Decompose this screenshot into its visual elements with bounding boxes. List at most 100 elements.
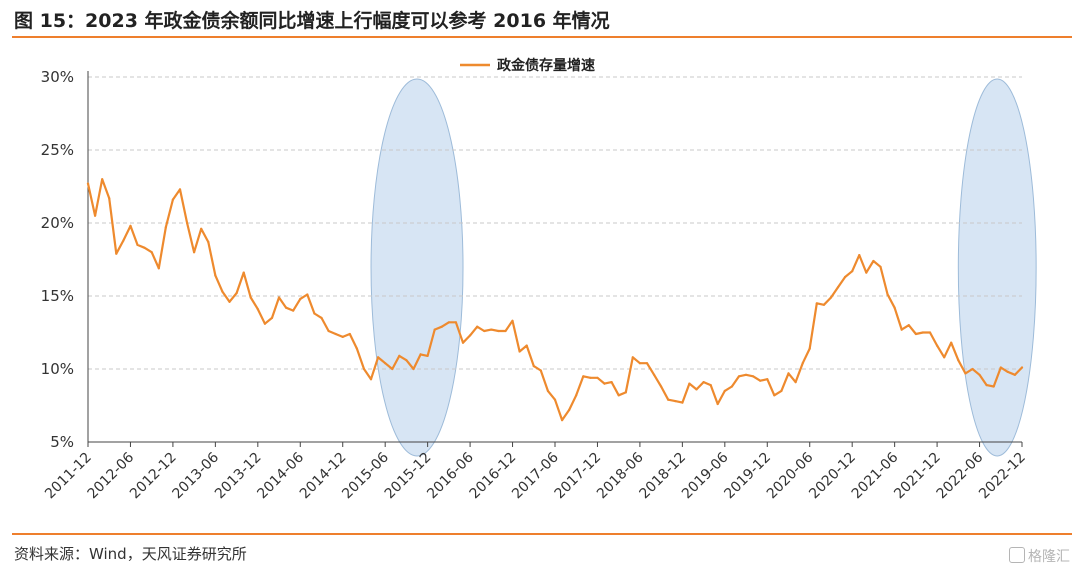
data-point [454, 321, 457, 324]
data-point [136, 243, 139, 246]
data-point [688, 382, 691, 385]
data-point [207, 240, 210, 244]
data-point [645, 362, 649, 365]
data-point [249, 296, 252, 299]
data-point [943, 356, 946, 359]
data-point [744, 373, 748, 376]
data-point [334, 332, 337, 336]
data-point [773, 394, 776, 397]
data-point [752, 375, 755, 378]
data-point [681, 401, 684, 404]
data-point [759, 379, 762, 382]
watermark-text: 格隆汇 [1028, 549, 1070, 565]
data-point [497, 329, 500, 333]
data-point [122, 239, 125, 242]
data-point [589, 376, 592, 379]
x-tick-label: 2022-12 [976, 450, 1029, 503]
data-point [292, 309, 295, 312]
data-point [299, 297, 302, 300]
data-point [263, 322, 266, 325]
footer-rule [12, 533, 1072, 535]
data-point [829, 296, 833, 299]
title-rule [12, 36, 1072, 38]
data-point [999, 366, 1002, 369]
source-note: 资料来源：Wind，天风证券研究所 [14, 545, 247, 563]
data-point [164, 226, 167, 229]
data-point [440, 325, 443, 328]
data-point [235, 292, 238, 295]
data-point [313, 312, 316, 315]
data-point [596, 376, 599, 379]
data-point [186, 221, 189, 225]
data-point [737, 375, 741, 378]
data-point [695, 388, 698, 391]
y-tick-label: 30% [41, 68, 74, 86]
data-point [200, 227, 203, 230]
data-point [844, 275, 847, 279]
data-point [893, 306, 896, 309]
data-point [256, 308, 259, 311]
data-point [490, 328, 493, 331]
data-point [157, 267, 160, 270]
data-point [617, 394, 620, 397]
data-point [780, 389, 783, 392]
data-point [532, 365, 535, 368]
data-point [178, 188, 182, 191]
data-point [858, 254, 861, 257]
data-point [362, 367, 366, 371]
data-point [723, 389, 726, 392]
data-point [108, 197, 111, 200]
data-point [270, 316, 274, 319]
y-tick-label: 5% [50, 433, 74, 451]
data-point [518, 350, 521, 353]
data-point [936, 344, 939, 347]
y-tick-label: 10% [41, 360, 74, 378]
data-point [214, 274, 217, 277]
y-tick-label: 20% [41, 214, 74, 232]
data-point [624, 391, 627, 394]
data-point [872, 259, 875, 263]
data-point [469, 334, 472, 337]
data-point [716, 402, 719, 406]
data-point [730, 385, 734, 388]
data-point [101, 178, 104, 181]
data-point [193, 251, 196, 254]
data-point [978, 373, 981, 376]
data-point [476, 325, 479, 328]
data-point [306, 293, 309, 296]
data-point [660, 385, 663, 388]
highlight-ellipse-1 [370, 78, 464, 457]
data-point [971, 367, 974, 371]
data-point [525, 344, 528, 347]
figure-title: 图 15：2023 年政金债余额同比增速上行幅度可以参考 2016 年情况 [14, 10, 610, 32]
highlight-ellipse-2 [957, 78, 1037, 457]
data-point [377, 356, 380, 359]
data-point [787, 372, 790, 375]
legend-label: 政金债存量增速 [497, 57, 595, 74]
watermark-logo-icon [1009, 547, 1025, 563]
data-point [398, 354, 401, 357]
data-point [1020, 366, 1024, 369]
watermark: 格隆汇 [1009, 546, 1070, 566]
data-point [964, 372, 967, 375]
data-point [822, 303, 826, 306]
data-point [426, 354, 429, 357]
data-point [900, 328, 903, 331]
data-point [447, 321, 450, 324]
data-point [610, 381, 613, 384]
data-point [433, 328, 436, 331]
data-point [115, 252, 118, 255]
data-point [992, 385, 995, 388]
data-point [1006, 370, 1009, 373]
data-point [94, 214, 97, 217]
data-point [419, 353, 422, 356]
data-point [504, 329, 507, 333]
data-point [129, 224, 132, 227]
data-point [228, 300, 231, 303]
data-point [815, 302, 818, 305]
series-line-政金债存量增速 [86, 178, 1024, 422]
data-point [461, 341, 465, 344]
data-point [546, 389, 550, 392]
data-point [1013, 373, 1017, 376]
data-point [553, 398, 557, 401]
